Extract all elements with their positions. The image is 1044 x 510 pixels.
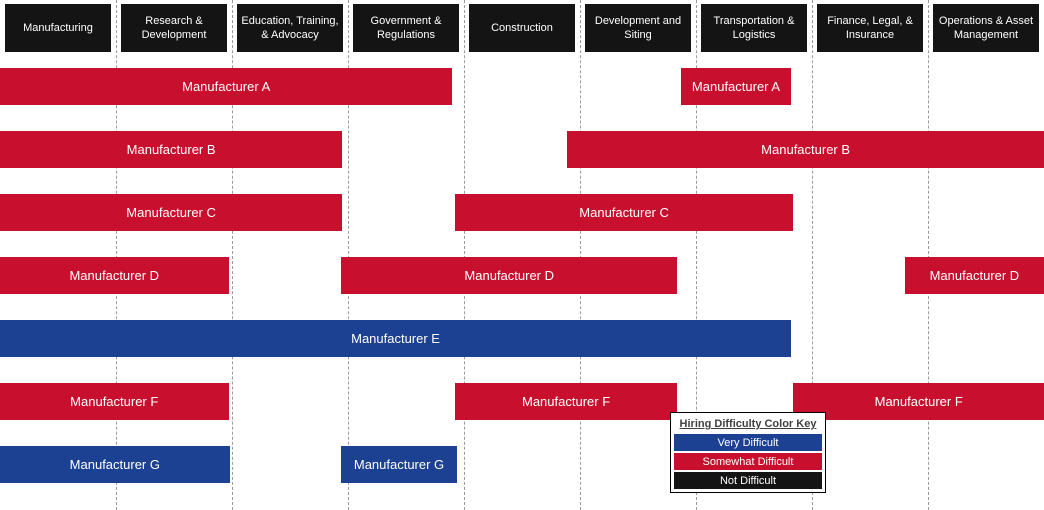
bar-manufacturer-b-seg1: Manufacturer B (0, 131, 343, 168)
column-gridline (696, 0, 697, 510)
bar-label: Manufacturer B (126, 141, 216, 157)
bar-label: Manufacturer C (579, 204, 669, 220)
bar-label: Manufacturer F (874, 393, 963, 409)
column-header-label: Development and Siting (594, 14, 682, 41)
bar-manufacturer-d-seg2: Manufacturer D (341, 257, 678, 294)
column-gridline (348, 0, 349, 510)
bar-label: Manufacturer A (182, 78, 271, 94)
bar-label: Manufacturer E (351, 330, 440, 346)
bar-manufacturer-c-seg1: Manufacturer C (0, 194, 343, 231)
column-header-label: Manufacturing (23, 21, 93, 34)
bar-manufacturer-a-seg1: Manufacturer A (0, 68, 453, 105)
bar-label: Manufacturer D (464, 267, 555, 283)
column-gridline (232, 0, 233, 510)
bar-manufacturer-f-seg3: Manufacturer F (793, 383, 1044, 420)
column-header-label: Government & Regulations (370, 14, 442, 41)
bar-manufacturer-g-seg1: Manufacturer G (0, 446, 230, 483)
legend-title: Hiring Difficulty Color Key (679, 418, 817, 430)
column-header-transportation-logistics: Transportation & Logistics (701, 4, 807, 52)
bar-manufacturer-g-seg2: Manufacturer G (341, 446, 458, 483)
bar-manufacturer-e-seg1: Manufacturer E (0, 320, 792, 357)
bar-manufacturer-a-seg2: Manufacturer A (680, 68, 792, 105)
bar-label: Manufacturer F (522, 393, 611, 409)
legend: Hiring Difficulty Color Key Very Difficu… (670, 412, 826, 494)
column-header-education-training-advocacy: Education, Training, & Advocacy (237, 4, 343, 52)
legend-entry-label: Very Difficult (717, 436, 779, 449)
bar-manufacturer-c-seg2: Manufacturer C (454, 194, 794, 231)
column-header-label: Finance, Legal, & Insurance (827, 14, 913, 41)
column-gridline (464, 0, 465, 510)
column-gridline (580, 0, 581, 510)
column-gridline (812, 0, 813, 510)
bar-label: Manufacturer D (929, 267, 1020, 283)
legend-entry-somewhat-difficult: Somewhat Difficult (674, 453, 822, 471)
column-header-research-development: Research & Development (121, 4, 227, 52)
legend-entry-label: Not Difficult (719, 474, 777, 487)
legend-entry-label: Somewhat Difficult (702, 455, 794, 468)
bar-manufacturer-f-seg2: Manufacturer F (454, 383, 678, 420)
legend-entry-very-difficult: Very Difficult (674, 434, 822, 452)
legend-entry-not-difficult: Not Difficult (674, 472, 822, 490)
column-gridline (928, 0, 929, 510)
bar-label: Manufacturer F (70, 393, 159, 409)
bar-label: Manufacturer C (126, 204, 216, 220)
legend-entries: Very Difficult Somewhat Difficult Not Diff… (674, 434, 822, 490)
column-header-label: Education, Training, & Advocacy (241, 14, 339, 41)
bar-label: Manufacturer B (761, 141, 851, 157)
bar-label: Manufacturer G (69, 456, 160, 472)
bar-label: Manufacturer G (353, 456, 445, 472)
bar-manufacturer-d-seg3: Manufacturer D (904, 257, 1044, 294)
column-header-label: Operations & Asset Management (938, 14, 1034, 41)
column-header-label: Transportation & Logistics (713, 14, 795, 41)
column-header-construction: Construction (469, 4, 575, 52)
column-header-label: Construction (491, 21, 553, 34)
column-header-government-regulations: Government & Regulations (353, 4, 459, 52)
column-header-development-and-siting: Development and Siting (585, 4, 691, 52)
column-gridline (116, 0, 117, 510)
bar-manufacturer-f-seg1: Manufacturer F (0, 383, 229, 420)
column-header-finance-legal-insurance: Finance, Legal, & Insurance (817, 4, 923, 52)
bar-manufacturer-d-seg1: Manufacturer D (0, 257, 229, 294)
bar-label: Manufacturer D (69, 267, 160, 283)
column-header-operations-asset-management: Operations & Asset Management (933, 4, 1039, 52)
column-header-label: Research & Development (141, 14, 207, 41)
column-header-manufacturing: Manufacturing (5, 4, 111, 52)
bar-label: Manufacturer A (691, 78, 781, 94)
bar-manufacturer-b-seg2: Manufacturer B (567, 131, 1044, 168)
